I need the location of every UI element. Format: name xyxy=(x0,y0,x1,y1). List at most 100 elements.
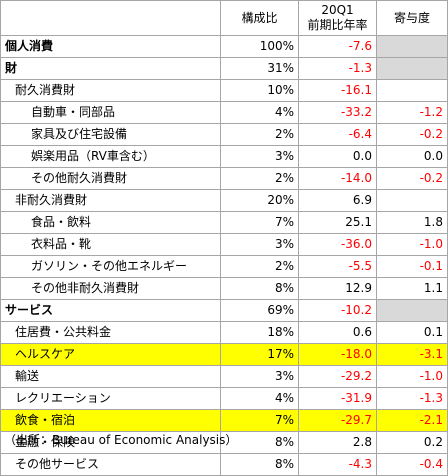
row-growth: -5.5 xyxy=(298,255,377,278)
table-row: その他サービス 8% -4.3 -0.4 xyxy=(0,453,448,476)
row-share: 3% xyxy=(220,145,299,168)
table-row: 衣料品・靴 3% -36.0 -1.0 xyxy=(0,233,448,256)
source-note: （出所：Bureau of Economic Analysis） xyxy=(4,433,238,447)
row-growth: -6.4 xyxy=(298,123,377,146)
row-growth: -29.2 xyxy=(298,365,377,388)
row-contribution: -0.1 xyxy=(376,255,448,278)
row-share: 17% xyxy=(220,343,299,366)
row-growth: -10.2 xyxy=(298,299,377,322)
row-share: 8% xyxy=(220,453,299,476)
table-row: その他耐久消費財 2% -14.0 -0.2 xyxy=(0,167,448,190)
row-label: その他非耐久消費財 xyxy=(0,277,221,300)
row-growth: -33.2 xyxy=(298,101,377,124)
row-share: 2% xyxy=(220,167,299,190)
row-growth: 2.8 xyxy=(298,431,377,454)
table-row: サービス 69% -10.2 xyxy=(0,299,448,322)
table-row: ガソリン・その他エネルギー 2% -5.5 -0.1 xyxy=(0,255,448,278)
row-contribution: 0.1 xyxy=(376,321,448,344)
row-label: 食品・飲料 xyxy=(0,211,221,234)
row-share: 31% xyxy=(220,57,299,80)
row-contribution: -1.0 xyxy=(376,365,448,388)
table-row: 輸送 3% -29.2 -1.0 xyxy=(0,365,448,388)
row-label: 住居費・公共料金 xyxy=(0,321,221,344)
row-share: 20% xyxy=(220,189,299,212)
row-contribution xyxy=(376,57,448,80)
row-share: 4% xyxy=(220,101,299,124)
row-label: 耐久消費財 xyxy=(0,79,221,102)
row-growth: 0.6 xyxy=(298,321,377,344)
row-contribution xyxy=(376,189,448,212)
row-contribution: -1.3 xyxy=(376,387,448,410)
row-growth: -7.6 xyxy=(298,35,377,58)
row-share: 7% xyxy=(220,211,299,234)
row-growth: -36.0 xyxy=(298,233,377,256)
row-growth: 0.0 xyxy=(298,145,377,168)
row-label: 輸送 xyxy=(0,365,221,388)
header-contribution: 寄与度 xyxy=(376,0,448,36)
row-share: 3% xyxy=(220,365,299,388)
header-growth-period: 20Q1 xyxy=(321,3,354,17)
row-contribution: -0.4 xyxy=(376,453,448,476)
row-contribution: 0.0 xyxy=(376,145,448,168)
row-contribution: 1.1 xyxy=(376,277,448,300)
row-share: 100% xyxy=(220,35,299,58)
table-row: 娯楽用品（RV車含む） 3% 0.0 0.0 xyxy=(0,145,448,168)
row-contribution: -1.2 xyxy=(376,101,448,124)
table-row-highlighted: ヘルスケア 17% -18.0 -3.1 xyxy=(0,343,448,366)
row-growth: -1.3 xyxy=(298,57,377,80)
row-share: 3% xyxy=(220,233,299,256)
row-share: 7% xyxy=(220,409,299,432)
row-growth: -29.7 xyxy=(298,409,377,432)
table-row: 家具及び住宅設備 2% -6.4 -0.2 xyxy=(0,123,448,146)
row-contribution: -0.2 xyxy=(376,123,448,146)
row-growth: -31.9 xyxy=(298,387,377,410)
row-label: ヘルスケア xyxy=(0,343,221,366)
row-label: 衣料品・靴 xyxy=(0,233,221,256)
table-row: レクリエーション 4% -31.9 -1.3 xyxy=(0,387,448,410)
row-share: 2% xyxy=(220,255,299,278)
row-label: その他耐久消費財 xyxy=(0,167,221,190)
row-label: その他サービス xyxy=(0,453,221,476)
row-label: 飲食・宿泊 xyxy=(0,409,221,432)
table-row: 耐久消費財 10% -16.1 xyxy=(0,79,448,102)
table-row: 食品・飲料 7% 25.1 1.8 xyxy=(0,211,448,234)
row-label: 非耐久消費財 xyxy=(0,189,221,212)
row-growth: -4.3 xyxy=(298,453,377,476)
row-label: 財 xyxy=(0,57,221,80)
table-row-highlighted: 飲食・宿泊 7% -29.7 -2.1 xyxy=(0,409,448,432)
row-growth: 25.1 xyxy=(298,211,377,234)
row-contribution: 1.8 xyxy=(376,211,448,234)
row-contribution xyxy=(376,79,448,102)
row-label: 自動車・同部品 xyxy=(0,101,221,124)
row-share: 18% xyxy=(220,321,299,344)
row-label: サービス xyxy=(0,299,221,322)
row-label: 個人消費 xyxy=(0,35,221,58)
row-growth: -16.1 xyxy=(298,79,377,102)
row-label: レクリエーション xyxy=(0,387,221,410)
row-growth: 6.9 xyxy=(298,189,377,212)
table-row: 住居費・公共料金 18% 0.6 0.1 xyxy=(0,321,448,344)
row-contribution: 0.2 xyxy=(376,431,448,454)
header-growth-label: 前期比年率 xyxy=(307,18,368,32)
table-row: 自動車・同部品 4% -33.2 -1.2 xyxy=(0,101,448,124)
row-share: 8% xyxy=(220,277,299,300)
row-share: 10% xyxy=(220,79,299,102)
row-label: ガソリン・その他エネルギー xyxy=(0,255,221,278)
row-contribution: -1.0 xyxy=(376,233,448,256)
table-row: 財 31% -1.3 xyxy=(0,57,448,80)
row-label: 娯楽用品（RV車含む） xyxy=(0,145,221,168)
row-label: 家具及び住宅設備 xyxy=(0,123,221,146)
row-contribution: -3.1 xyxy=(376,343,448,366)
table-row: 個人消費 100% -7.6 xyxy=(0,35,448,58)
table-row: 非耐久消費財 20% 6.9 xyxy=(0,189,448,212)
header-row: 構成比 20Q1 前期比年率 寄与度 xyxy=(0,0,448,36)
header-category xyxy=(0,0,221,36)
row-share: 69% xyxy=(220,299,299,322)
row-growth: -18.0 xyxy=(298,343,377,366)
row-contribution: -0.2 xyxy=(376,167,448,190)
row-contribution: -2.1 xyxy=(376,409,448,432)
header-share: 構成比 xyxy=(220,0,299,36)
row-contribution xyxy=(376,299,448,322)
